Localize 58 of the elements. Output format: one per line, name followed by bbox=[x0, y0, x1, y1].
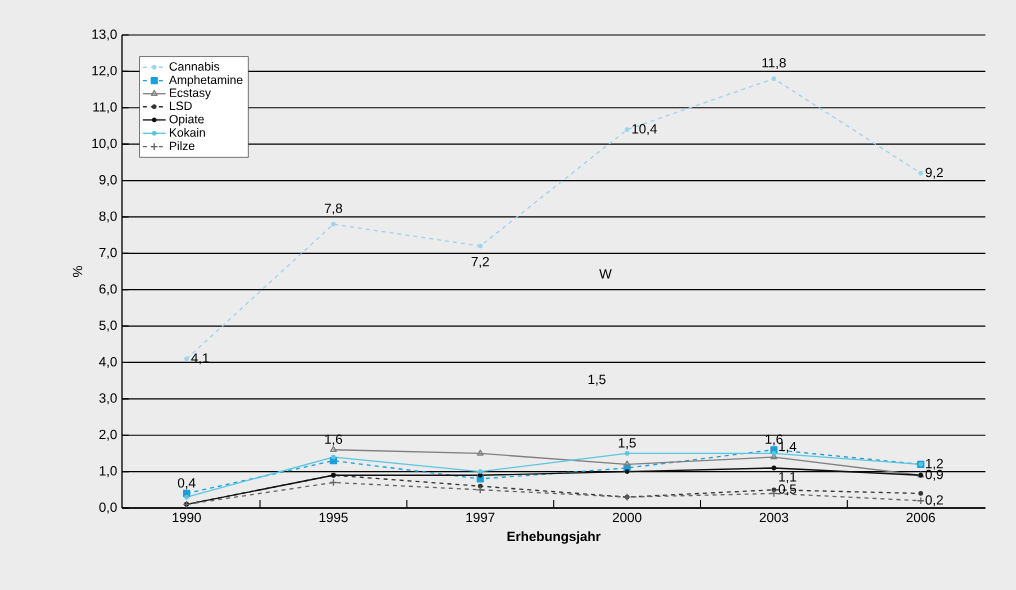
point bbox=[184, 494, 190, 500]
y-tick-label: 13,0 bbox=[92, 29, 117, 41]
legend-label: Opiate bbox=[169, 114, 204, 126]
y-tick-label: 6,0 bbox=[99, 284, 117, 296]
x-tick-label: 2000 bbox=[612, 512, 642, 523]
data-label: 10,4 bbox=[632, 124, 657, 136]
point bbox=[184, 356, 190, 362]
data-label: 1,6 bbox=[325, 434, 343, 446]
y-tick-label: 10,0 bbox=[92, 138, 117, 150]
point bbox=[769, 489, 778, 498]
x-tick-label: 1997 bbox=[466, 512, 495, 523]
y-tick-label: 2,0 bbox=[99, 429, 117, 441]
legend-label: Kokain bbox=[169, 127, 205, 137]
point bbox=[477, 243, 483, 249]
point bbox=[476, 449, 484, 456]
legend-label: Ecstasy bbox=[169, 88, 211, 100]
y-tick-label: 12,0 bbox=[92, 65, 117, 77]
y-tick-label: 9,0 bbox=[99, 175, 117, 187]
data-label: 1,2 bbox=[926, 458, 943, 470]
point bbox=[918, 170, 924, 176]
legend-label: Cannabis bbox=[169, 61, 220, 71]
x-tick-label: 2003 bbox=[759, 512, 789, 523]
point bbox=[624, 127, 630, 132]
point bbox=[624, 469, 630, 475]
y-tick-label: 1,0 bbox=[99, 466, 117, 478]
y-tick-label: 8,0 bbox=[99, 211, 117, 223]
x-axis-title: Erhebungsjahr bbox=[507, 531, 601, 544]
point bbox=[331, 454, 336, 460]
legend-label: Amphetamine bbox=[168, 75, 243, 87]
y-tick-label: 11,0 bbox=[93, 102, 117, 114]
data-label: 0,2 bbox=[925, 495, 943, 507]
annotation: W bbox=[599, 269, 612, 279]
data-label: 11,8 bbox=[762, 58, 786, 70]
legend-label: Pilze bbox=[169, 141, 195, 151]
point bbox=[771, 76, 777, 82]
annotation: 1,5 bbox=[588, 374, 606, 386]
x-tick-label: 1990 bbox=[172, 512, 201, 523]
data-label: 0,4 bbox=[177, 478, 196, 490]
x-tick-label: 1995 bbox=[319, 512, 348, 523]
y-tick-label: 0,0 bbox=[99, 502, 117, 514]
y-tick-label: 3,0 bbox=[99, 393, 117, 405]
point bbox=[623, 460, 631, 467]
point bbox=[331, 221, 336, 227]
data-label: 9,2 bbox=[925, 167, 943, 179]
y-tick-label: 5,0 bbox=[99, 320, 117, 332]
data-label: 7,8 bbox=[324, 203, 343, 215]
x-tick-label: 2006 bbox=[906, 512, 935, 523]
point bbox=[918, 491, 924, 496]
y-tick-label: 4,0 bbox=[99, 356, 117, 368]
legend-label: LSD bbox=[169, 101, 192, 111]
y-axis-title: % bbox=[72, 266, 83, 277]
data-label: 0,5 bbox=[778, 484, 797, 496]
data-label: 7,2 bbox=[471, 256, 489, 268]
y-tick-label: 7,0 bbox=[99, 247, 117, 259]
point bbox=[771, 465, 777, 471]
data-label: 1,5 bbox=[618, 438, 636, 450]
point bbox=[624, 451, 630, 456]
data-label: 1,1 bbox=[779, 472, 797, 484]
